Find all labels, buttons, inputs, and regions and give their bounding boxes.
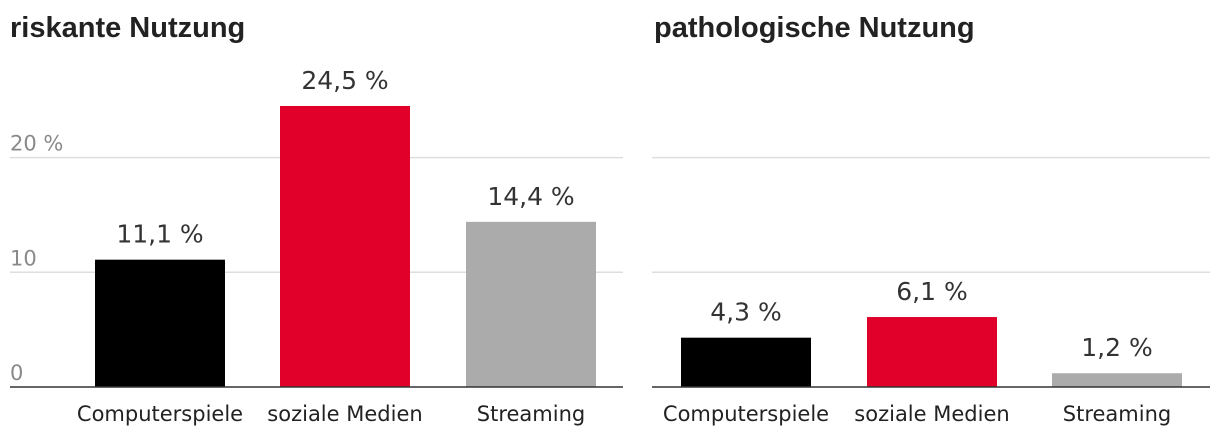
bar-soziale-medien: [280, 105, 410, 388]
bar-streaming: [466, 221, 596, 387]
category-label: Streaming: [477, 402, 585, 426]
bar-value-label: 6,1 %: [896, 277, 967, 306]
bar-value-label: 1,2 %: [1081, 333, 1152, 362]
bar-value-label: 4,3 %: [710, 298, 781, 327]
category-label: soziale Medien: [854, 402, 1009, 426]
category-label: Computerspiele: [663, 402, 829, 426]
y-tick-label: 0: [10, 361, 23, 385]
bar-value-label: 14,4 %: [487, 182, 574, 211]
category-label: soziale Medien: [267, 402, 422, 426]
bar-soziale-medien: [867, 317, 997, 387]
bar-computerspiele: [95, 259, 225, 387]
y-tick-label: 10: [10, 246, 37, 270]
bar-value-label: 24,5 %: [301, 66, 388, 95]
bar-computerspiele: [681, 337, 811, 387]
chart-title-riskante: riskante Nutzung: [10, 12, 246, 44]
y-tick-label: 20 %: [10, 132, 63, 156]
bar-streaming: [1052, 373, 1182, 387]
bar-value-label: 11,1 %: [116, 220, 203, 249]
chart-title-pathologische: pathologische Nutzung: [654, 12, 975, 44]
category-label: Streaming: [1063, 402, 1171, 426]
category-label: Computerspiele: [77, 402, 243, 426]
